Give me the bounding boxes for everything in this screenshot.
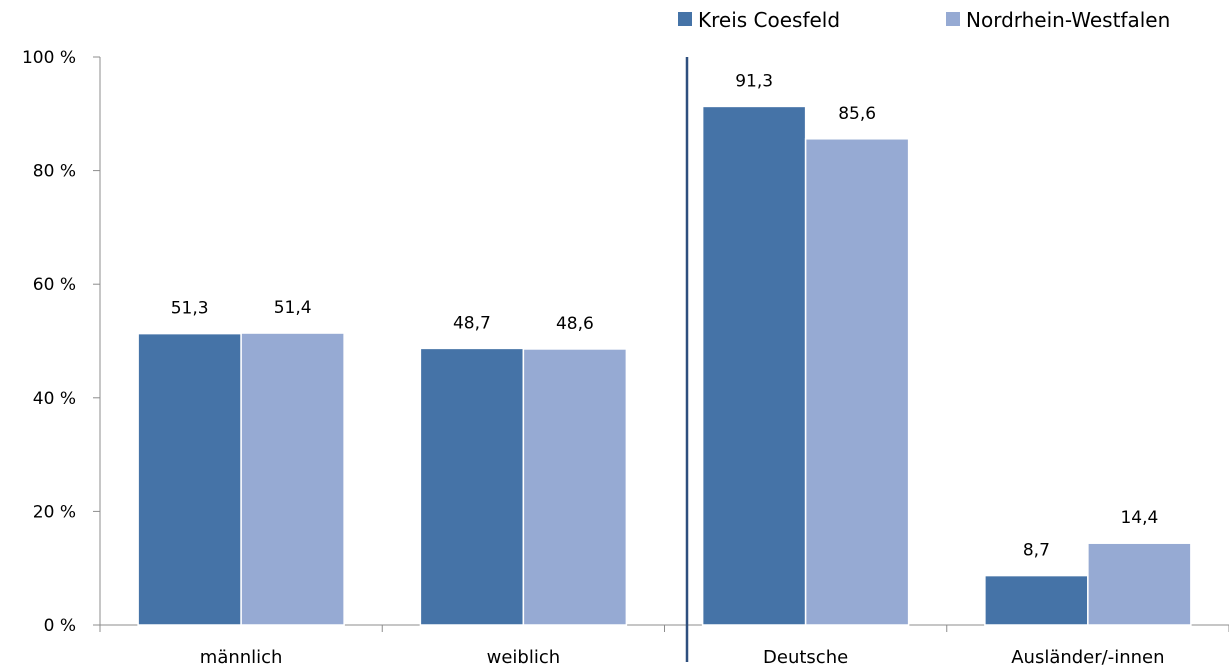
x-category-label: Ausländer/-innen (1011, 647, 1164, 668)
bar-nordrhein-westfalen (522, 348, 628, 626)
legend-label-kreis-coesfeld: Kreis Coesfeld (698, 8, 840, 32)
legend-swatch-nordrhein-westfalen (946, 12, 960, 26)
legend-swatch-kreis-coesfeld (678, 12, 692, 26)
data-label: 85,6 (838, 104, 876, 124)
x-category-label: Deutsche (763, 647, 848, 668)
data-label: 14,4 (1120, 508, 1158, 528)
bar-kreis-coesfeld (137, 332, 242, 626)
bar-nordrhein-westfalen (1087, 542, 1192, 626)
y-tick-label: 60 % (33, 275, 76, 295)
data-label: 51,4 (274, 298, 312, 318)
data-label: 8,7 (1023, 541, 1050, 561)
y-tick-label: 100 % (22, 48, 76, 68)
y-tick-label: 0 % (44, 616, 76, 636)
data-label: 51,3 (171, 299, 209, 319)
bar-kreis-coesfeld (984, 574, 1089, 626)
data-label: 91,3 (735, 71, 773, 91)
x-axis-ticks: männlich weiblich Deutsche Ausländer/-innen (99, 625, 1229, 668)
bar-kreis-coesfeld (419, 347, 525, 626)
bar-kreis-coesfeld (701, 105, 807, 626)
data-labels: 51,3 51,4 48,7 48,6 91,3 85,6 8,7 14,4 (171, 71, 1159, 560)
y-tick-label: 20 % (33, 502, 76, 522)
data-label: 48,6 (556, 314, 594, 334)
x-category-label: weiblich (487, 647, 561, 668)
bar-nordrhein-westfalen (804, 138, 910, 626)
legend: Kreis Coesfeld Nordrhein-Westfalen (678, 8, 1170, 32)
y-tick-label: 40 % (33, 389, 76, 409)
legend-label-nordrhein-westfalen: Nordrhein-Westfalen (966, 8, 1170, 32)
y-tick-label: 80 % (33, 162, 76, 182)
data-label: 48,7 (453, 313, 491, 333)
y-axis-ticks: 0 % 20 % 40 % 60 % 80 % 100 % (22, 48, 100, 636)
bars (137, 105, 1192, 626)
bar-nordrhein-westfalen (240, 332, 345, 626)
x-category-label: männlich (200, 647, 283, 668)
